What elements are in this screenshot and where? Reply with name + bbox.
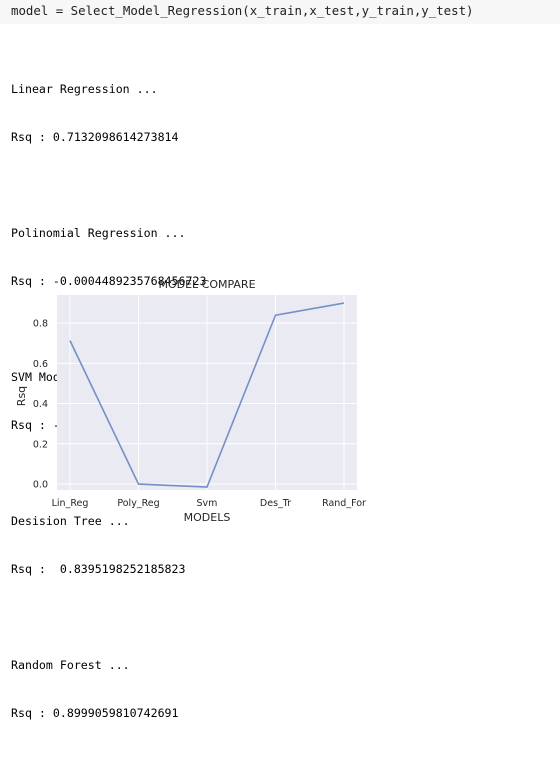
x-tick-label: Rand_For xyxy=(322,498,366,509)
output-title: Linear Regression ... xyxy=(11,82,158,96)
model-compare-chart: 0.0 0.2 0.4 0.6 0.8 Lin_Reg Poly_Reg Svm Des_Tr R… xyxy=(0,274,380,536)
x-tick-label: Lin_Reg xyxy=(52,498,89,509)
code-line: model = Select_Model_Regression(x_train,… xyxy=(11,3,474,18)
code-input-cell[interactable]: model = Select_Model_Regression(x_train,… xyxy=(0,0,560,24)
y-tick-label: 0.0 xyxy=(33,479,48,490)
y-axis-label: Rsq xyxy=(15,386,28,406)
grid-layer xyxy=(57,295,357,490)
output-result: Rsq : 0.7132098614273814 xyxy=(11,130,179,144)
y-tick-label: 0.4 xyxy=(33,399,48,410)
chart-svg: 0.0 0.2 0.4 0.6 0.8 Lin_Reg Poly_Reg Svm Des_Tr R… xyxy=(15,278,366,524)
series-line xyxy=(69,302,345,488)
chart-title: MODEL COMPARE xyxy=(158,278,255,291)
y-tick-label: 0.6 xyxy=(33,359,48,370)
output-result: Rsq : 0.8395198252185823 xyxy=(11,562,186,576)
output-block-random-forest: Random Forest ... Rsq : 0.89990598107426… xyxy=(11,625,551,753)
y-tick-label: 0.2 xyxy=(33,439,48,450)
output-title: Desision Tree ... xyxy=(11,514,130,528)
output-result: Rsq : -0.0004489235768456723 xyxy=(11,274,207,288)
output-block-polynomial: Polinomial Regression ... Rsq : -0.00044… xyxy=(11,193,551,321)
tick-layer: 0.0 0.2 0.4 0.6 0.8 Lin_Reg Poly_Reg Svm Des_Tr R… xyxy=(33,319,366,509)
output-block-linear: Linear Regression ... Rsq : 0.7132098614… xyxy=(11,49,551,177)
x-tick-label: Poly_Reg xyxy=(117,498,159,509)
x-tick-label: Svm xyxy=(197,498,218,509)
x-axis-label: MODELS xyxy=(184,511,231,524)
output-title: Polinomial Regression ... xyxy=(11,226,186,240)
output-result: Rsq : 0.8999059810742691 xyxy=(11,706,179,720)
output-title: Random Forest ... xyxy=(11,658,130,672)
y-tick-label: 0.8 xyxy=(33,319,48,330)
x-tick-label: Des_Tr xyxy=(260,498,291,509)
